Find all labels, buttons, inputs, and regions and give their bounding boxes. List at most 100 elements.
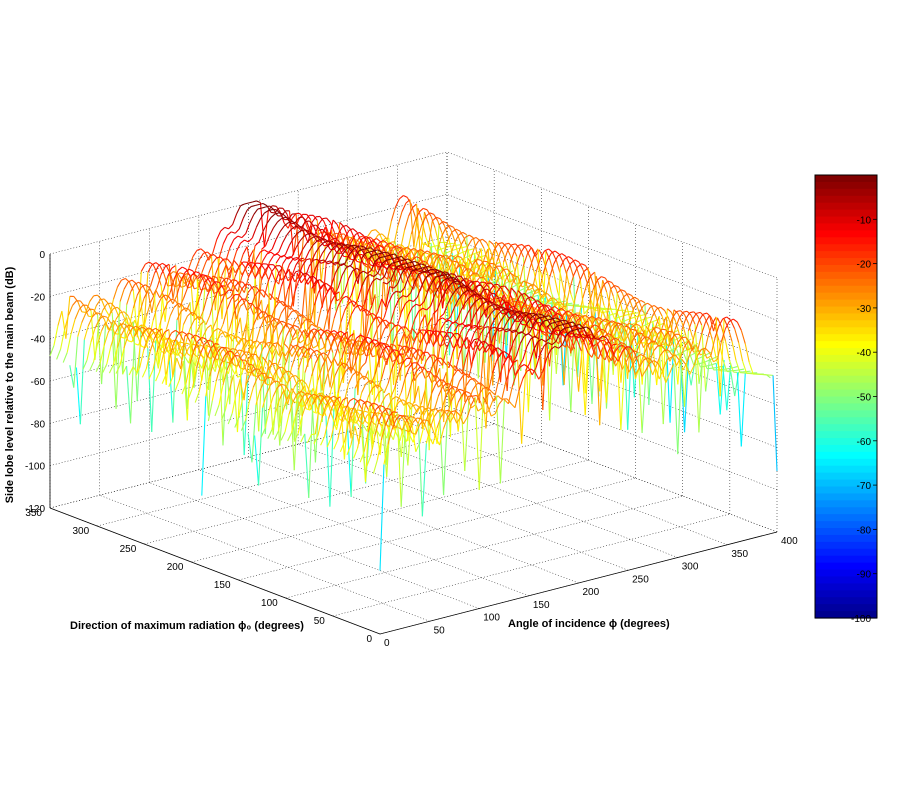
surface-line bbox=[353, 268, 359, 284]
surface-line bbox=[110, 302, 116, 308]
surface-line bbox=[628, 297, 634, 310]
surface-line bbox=[237, 298, 243, 305]
surface-line bbox=[369, 312, 375, 321]
surface-line bbox=[413, 247, 419, 252]
surface-line bbox=[386, 243, 392, 253]
surface-line bbox=[302, 216, 308, 223]
surface-line bbox=[357, 392, 363, 409]
surface-line bbox=[372, 312, 377, 317]
surface-line bbox=[112, 347, 118, 366]
wall-grid-line bbox=[446, 236, 778, 363]
surface-line bbox=[624, 325, 630, 328]
surface-line bbox=[357, 400, 363, 409]
surface-line bbox=[403, 333, 409, 353]
surface-line bbox=[218, 281, 224, 289]
surface-line bbox=[490, 343, 496, 349]
surface-line bbox=[306, 258, 311, 261]
surface-line bbox=[108, 364, 114, 374]
surface-line bbox=[477, 303, 483, 310]
surface-line bbox=[284, 352, 290, 366]
surface-line bbox=[472, 348, 478, 362]
surface-line bbox=[300, 372, 306, 436]
surface-line bbox=[78, 304, 84, 311]
surface-line bbox=[295, 337, 301, 351]
surface-line bbox=[260, 249, 265, 253]
surface-line bbox=[220, 227, 226, 232]
surface-line bbox=[243, 277, 249, 293]
surface-line bbox=[265, 264, 270, 271]
surface-line bbox=[366, 400, 372, 404]
surface-line bbox=[405, 266, 410, 269]
surface-line bbox=[512, 276, 518, 284]
surface-line bbox=[282, 234, 288, 243]
surface-line bbox=[117, 306, 122, 312]
surface-line bbox=[350, 307, 356, 315]
surface-line bbox=[415, 344, 421, 360]
surface-line bbox=[435, 254, 441, 260]
surface-line bbox=[287, 311, 293, 318]
surface-line bbox=[497, 289, 503, 298]
surface-line bbox=[312, 235, 318, 242]
surface-line bbox=[308, 388, 314, 409]
surface-line bbox=[336, 361, 342, 426]
surface-line bbox=[712, 362, 717, 366]
surface-line bbox=[189, 349, 195, 365]
surface-line bbox=[519, 316, 525, 324]
surface-line bbox=[484, 410, 489, 415]
surface-line bbox=[419, 266, 425, 270]
surface-line bbox=[480, 259, 486, 267]
surface-line bbox=[233, 364, 238, 367]
surface-line bbox=[266, 263, 272, 270]
surface-line bbox=[437, 254, 442, 263]
surface-line bbox=[282, 366, 287, 372]
surface-line bbox=[217, 346, 223, 353]
surface-line bbox=[649, 350, 655, 361]
surface-line bbox=[357, 340, 363, 343]
surface-line bbox=[320, 261, 326, 264]
surface-line bbox=[323, 352, 328, 356]
surface-line bbox=[306, 347, 311, 351]
surface-line bbox=[270, 372, 276, 381]
surface-line bbox=[482, 334, 488, 346]
surface-line bbox=[391, 290, 397, 296]
surface-line bbox=[292, 336, 298, 341]
surface-line bbox=[195, 271, 200, 274]
surface-line bbox=[508, 309, 513, 313]
surface-line bbox=[547, 318, 553, 321]
surface-line bbox=[246, 206, 252, 211]
surface-line bbox=[307, 260, 313, 330]
surface-line bbox=[580, 329, 586, 338]
surface-line bbox=[366, 324, 372, 337]
surface-line bbox=[172, 357, 178, 377]
surface-line bbox=[215, 281, 220, 283]
surface-line bbox=[483, 248, 489, 261]
surface-line bbox=[430, 216, 436, 229]
surface-line bbox=[522, 323, 528, 332]
surface-line bbox=[529, 302, 535, 311]
surface-line bbox=[583, 341, 589, 353]
surface-line bbox=[139, 349, 145, 368]
surface-line bbox=[658, 327, 664, 335]
surface-line bbox=[392, 245, 397, 249]
surface-line bbox=[298, 225, 303, 228]
surface-line bbox=[694, 324, 700, 384]
surface-line bbox=[49, 345, 55, 357]
surface-line bbox=[445, 225, 450, 230]
surface-line bbox=[232, 213, 238, 225]
surface-line bbox=[396, 290, 401, 294]
surface-line bbox=[647, 302, 652, 307]
surface-line bbox=[93, 343, 99, 363]
surface-line bbox=[442, 278, 447, 282]
surface-line bbox=[341, 344, 347, 358]
surface-line bbox=[472, 293, 477, 296]
surface-line bbox=[370, 294, 376, 309]
surface-line bbox=[384, 263, 389, 266]
surface-line bbox=[410, 414, 416, 426]
surface-line bbox=[451, 228, 457, 233]
surface-line bbox=[461, 290, 467, 295]
surface-line bbox=[100, 298, 105, 301]
surface-line bbox=[348, 247, 354, 255]
surface-line bbox=[243, 364, 249, 401]
surface-line bbox=[683, 314, 689, 324]
surface-line bbox=[574, 259, 580, 263]
